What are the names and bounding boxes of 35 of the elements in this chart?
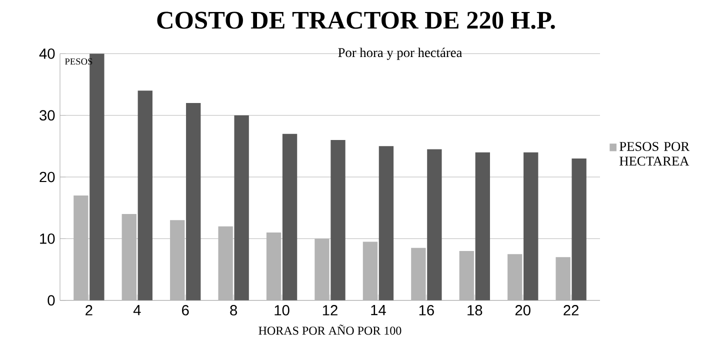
bar	[475, 152, 490, 300]
x-tick-label: 6	[182, 305, 189, 316]
legend-label: PESOS POR HECTAREA	[620, 142, 690, 166]
x-tick-label: 4	[133, 305, 141, 316]
bar	[508, 254, 522, 300]
chart-subtitle: Por hora y por hectárea	[338, 48, 462, 60]
bar	[330, 140, 346, 300]
y-tick-label: 30	[40, 110, 55, 121]
x-tick-label: 12	[322, 305, 338, 316]
x-tick-label: 18	[468, 305, 482, 316]
y-tick-label: 10	[40, 233, 55, 244]
chart-title: COSTO DE TRACTOR DE 220 H.P.	[157, 12, 555, 29]
x-tick-label: 22	[564, 305, 578, 316]
y-tick-label: 40	[39, 48, 55, 59]
bar	[524, 152, 538, 300]
bar	[186, 103, 201, 300]
x-tick-label: 10	[274, 305, 290, 316]
x-tick-label: 16	[419, 305, 434, 316]
x-tick-label: 14	[371, 305, 386, 316]
x-tick-label: 8	[230, 305, 238, 316]
bar	[362, 242, 378, 300]
bar	[282, 134, 298, 300]
bar	[459, 251, 474, 300]
bar	[138, 90, 152, 300]
bar	[411, 248, 426, 300]
x-tick-label: 20	[515, 305, 530, 316]
bar	[378, 146, 394, 300]
bar	[572, 158, 586, 300]
y-tick-label: 20	[40, 172, 55, 182]
bar	[556, 257, 570, 300]
bar	[234, 115, 249, 300]
x-tick-label: 2	[86, 305, 92, 316]
bar	[427, 149, 442, 300]
x-axis-title: HORAS POR AÑO POR 100	[258, 324, 402, 335]
y-tick-label: 0	[48, 295, 55, 306]
